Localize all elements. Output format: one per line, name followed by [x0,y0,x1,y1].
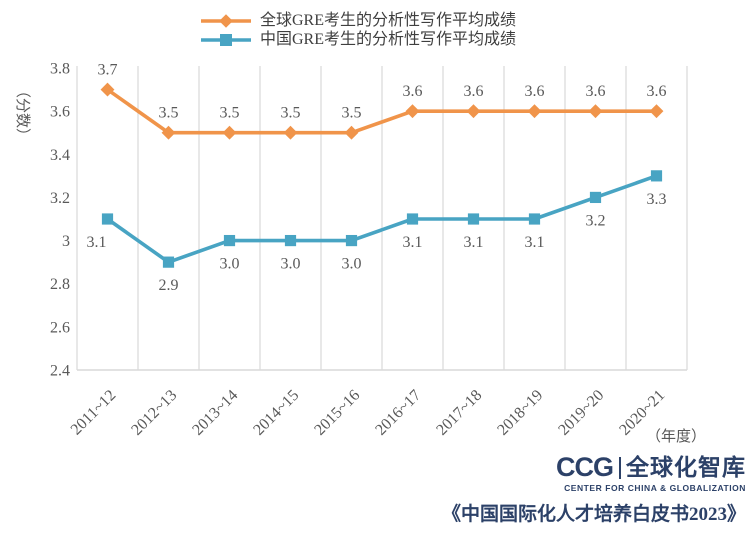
x-tick-label: 2012~13 [128,387,180,439]
data-label: 3.5 [342,105,362,122]
square-marker [589,191,602,204]
y-tick-label: 3.8 [50,61,70,78]
data-label: 3.6 [586,83,606,100]
diamond-marker [405,104,420,119]
y-tick-label: 3.6 [50,104,70,121]
data-label: 3.5 [281,105,301,122]
square-marker [467,213,480,225]
series-line [105,87,659,135]
data-label: 3.6 [647,83,667,100]
diamond-marker [588,104,603,119]
y-tick-label: 3.2 [50,190,70,207]
data-label: 3.7 [98,62,118,79]
x-tick-label: 2016~17 [372,387,424,439]
x-tick-label: 2014~15 [250,387,302,439]
square-marker [284,234,297,247]
diamond-marker [466,104,481,119]
diamond-marker [527,104,542,119]
ccg-tagline: CENTER FOR CHINA & GLOBALIZATION [564,483,746,493]
ccg-logo-chinese: 全球化智库 [626,454,746,480]
x-tick-label: 2019~20 [555,387,607,439]
data-label: 3.6 [403,83,423,100]
data-label: 3.1 [525,234,545,251]
diamond-marker [283,125,298,140]
y-tick-label: 2.6 [50,319,70,336]
square-marker [650,170,663,182]
x-tick-label: 2017~18 [433,387,485,439]
legend-item: 全球GRE考生的分析性写作平均成绩 [200,12,516,30]
data-label: 3.1 [464,234,484,251]
x-tick-label: 2018~19 [494,387,546,439]
data-label: 3.0 [342,256,362,273]
square-marker [101,213,114,225]
diamond-marker [222,125,237,140]
chart-legend: 全球GRE考生的分析性写作平均成绩 中国GRE考生的分析性写作平均成绩 [200,12,516,49]
legend-label: 全球GRE考生的分析性写作平均成绩 [260,12,517,29]
square-marker [162,256,175,268]
legend-label: 中国GRE考生的分析性写作平均成绩 [260,31,517,48]
x-tick-label: 2011~12 [68,387,120,439]
y-tick-label: 3.4 [50,147,70,164]
square-marker [345,234,358,247]
data-label: 3.6 [525,83,545,100]
y-tick-label: 2.8 [50,276,70,293]
diamond-marker [649,104,664,119]
data-label: 3.5 [220,105,240,122]
diamond-marker [100,82,115,97]
logo-divider [619,456,621,479]
x-tick-label: 2015~16 [311,387,363,439]
data-label: 2.9 [159,277,179,294]
x-axis-title: （年度） [646,428,706,445]
square-marker [223,234,236,247]
data-label: 3.5 [159,105,179,122]
ccg-logo: CCG 全球化智库 CENTER FOR CHINA & GLOBALIZATI… [442,452,746,494]
diamond-marker [344,125,359,140]
ccg-logo-text: CCG [556,452,614,482]
square-marker [528,213,541,225]
data-label: 3.6 [464,83,484,100]
y-tick-label: 3 [62,233,70,250]
footer: CCG 全球化智库 CENTER FOR CHINA & GLOBALIZATI… [442,454,746,526]
square-legend-marker [201,34,251,46]
y-tick-label: 2.4 [50,363,70,380]
square-marker [406,213,419,225]
y-axis-title: （分数） [14,83,31,143]
series-line [105,174,659,264]
data-label: 3.1 [87,234,107,251]
diamond-marker [161,125,176,140]
data-label: 3.0 [281,256,301,273]
source-title: 《中国国际化人才培养白皮书2023》 [441,504,746,525]
data-label: 3.0 [220,256,240,273]
data-label: 3.3 [647,191,667,208]
data-label: 3.1 [403,234,423,251]
data-label: 3.2 [586,212,606,229]
diamond-legend-marker [201,14,251,28]
x-tick-label: 2013~14 [189,387,241,439]
legend-item: 中国GRE考生的分析性写作平均成绩 [200,31,516,49]
